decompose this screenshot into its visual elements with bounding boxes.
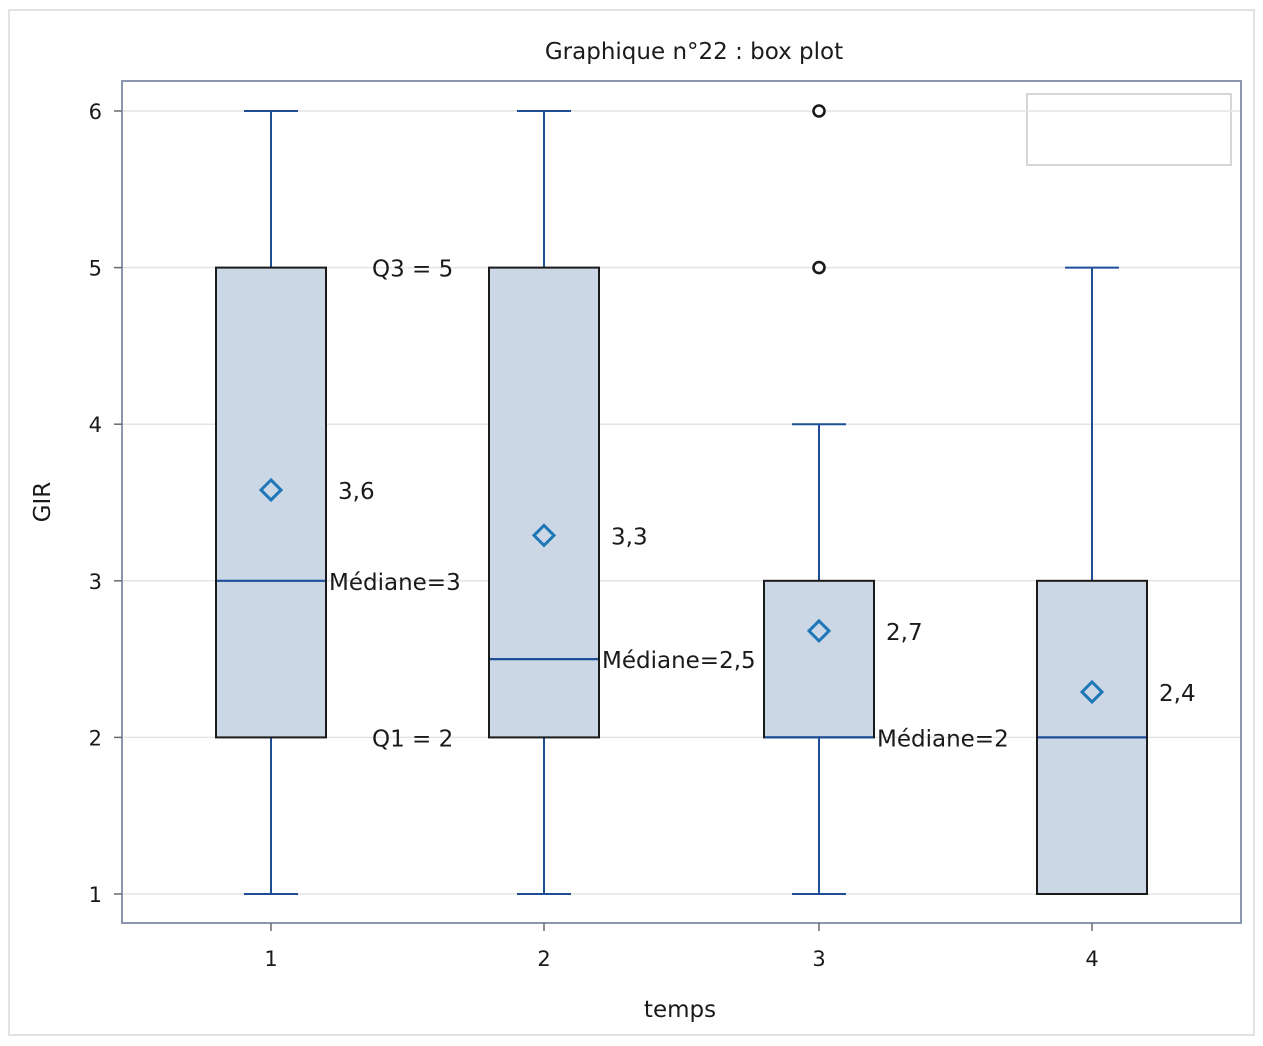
mean-marker-3: [806, 618, 832, 644]
y-tick-label-6: 6: [89, 100, 102, 124]
box-layer: [215, 104, 1148, 895]
y-tick-label-5: 5: [89, 257, 102, 281]
x-tick-label-4: 4: [1085, 947, 1098, 971]
box-iqr-2: [488, 266, 600, 739]
x-axis-title: temps: [644, 997, 716, 1023]
chart-title: Graphique n°22 : box plot: [545, 39, 843, 65]
y-axis-title: GIR: [30, 482, 56, 523]
mean-marker-2: [531, 523, 557, 548]
box-group-2: [488, 110, 600, 895]
outlier-3-1: [812, 104, 826, 118]
annotation-label: Médiane=2,5: [602, 648, 756, 674]
y-tick-label-3: 3: [89, 570, 102, 594]
annotation-label: 2,7: [886, 620, 923, 646]
annotation-label: 3,6: [338, 479, 375, 505]
annotation-label: Médiane=2: [877, 726, 1009, 752]
y-tick-label-1: 1: [89, 883, 102, 907]
mean-marker-4: [1079, 679, 1105, 705]
box-iqr-3: [763, 579, 875, 739]
y-tick-label-4: 4: [89, 413, 102, 437]
x-tick-label-2: 2: [537, 947, 550, 971]
box-group-4: [1036, 266, 1148, 895]
plot-frame: [121, 80, 1242, 924]
box-group-1: [215, 110, 327, 895]
y-tick-label-2: 2: [89, 726, 102, 750]
axis-layer: 1 2 3 4 5 6 1 2 3 4: [89, 100, 1099, 971]
x-tick-label-1: 1: [264, 947, 277, 971]
annotation-layer: Q3 = 5 3,6 Médiane=3 Q1 = 2 3,3 Médiane=2,5 2,…: [329, 257, 1196, 753]
x-tick-label-3: 3: [812, 947, 825, 971]
mean-marker-1: [258, 477, 284, 503]
annotation-label: Q1 = 2: [372, 726, 453, 752]
annotation-label: Médiane=3: [329, 570, 461, 596]
annotation-label: Q3 = 5: [372, 257, 453, 283]
box-group-3: [763, 104, 875, 895]
box-iqr-1: [215, 266, 327, 739]
outlier-3-0: [812, 260, 826, 275]
legend-box: [1026, 93, 1232, 166]
annotation-label: 3,3: [611, 524, 648, 550]
annotation-label: 2,4: [1159, 681, 1196, 707]
